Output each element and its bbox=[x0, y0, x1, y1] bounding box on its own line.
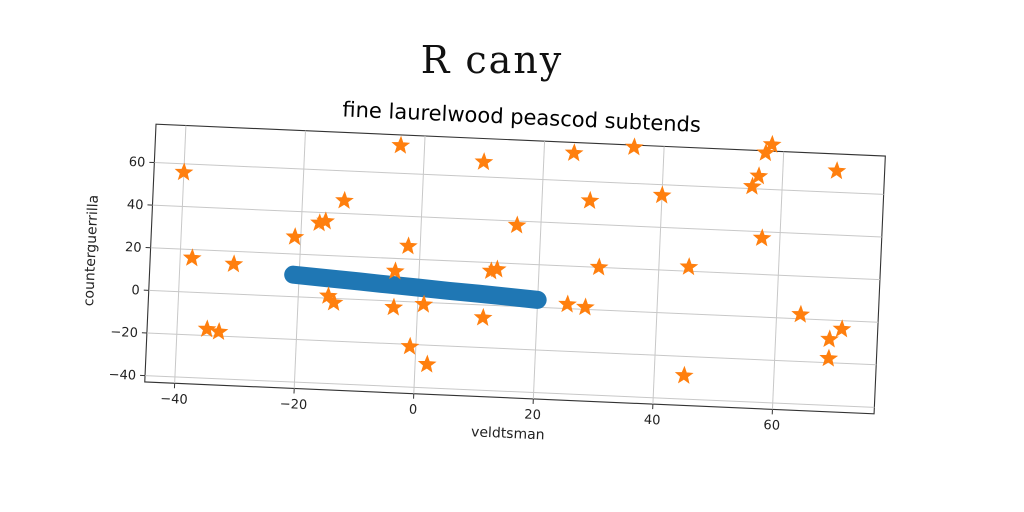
page-title: R cany bbox=[420, 38, 564, 82]
star-point bbox=[762, 134, 782, 153]
x-gridline bbox=[771, 151, 785, 410]
y-axis-label: counterguerrilla bbox=[81, 194, 102, 306]
star-point bbox=[576, 297, 595, 316]
star-point bbox=[197, 319, 217, 338]
star-point bbox=[674, 365, 694, 384]
star-point bbox=[391, 135, 411, 154]
star-point bbox=[791, 304, 811, 323]
y-gridline bbox=[154, 162, 884, 195]
y-tick-label: −40 bbox=[108, 367, 136, 383]
x-ticks: −40 −20 0 20 40 60 bbox=[160, 383, 780, 434]
y-ticks: −40 −20 0 20 40 60 bbox=[108, 155, 155, 384]
star-point bbox=[474, 152, 494, 171]
star-point bbox=[558, 294, 577, 313]
star-point bbox=[624, 137, 644, 156]
chart-title: fine laurelwood peascod subtends bbox=[342, 97, 701, 137]
star-point bbox=[749, 166, 769, 185]
x-tick-label: −20 bbox=[279, 397, 307, 413]
star-point bbox=[832, 319, 852, 338]
star-point bbox=[417, 354, 437, 373]
x-gridline bbox=[293, 130, 306, 389]
star-point bbox=[285, 227, 305, 246]
star-point bbox=[224, 254, 244, 273]
star-point bbox=[652, 185, 672, 204]
star-point bbox=[385, 261, 405, 280]
x-tick-label: 40 bbox=[644, 413, 661, 429]
star-point bbox=[487, 259, 507, 278]
x-gridline bbox=[413, 135, 426, 394]
star-point bbox=[507, 215, 527, 234]
star-point bbox=[324, 292, 344, 311]
x-gridline bbox=[532, 141, 546, 399]
star-point bbox=[752, 228, 772, 247]
star-point bbox=[564, 143, 584, 162]
star-point bbox=[756, 143, 776, 162]
star-point bbox=[819, 348, 839, 367]
x-tick-label: 20 bbox=[524, 408, 541, 424]
star-point bbox=[414, 294, 434, 313]
x-axis-label: veldtsman bbox=[471, 424, 545, 443]
star-point bbox=[335, 190, 354, 209]
star-point bbox=[679, 257, 699, 276]
star-point bbox=[473, 307, 493, 326]
star-point bbox=[174, 162, 194, 181]
star-point bbox=[316, 211, 335, 230]
y-tick-label: 0 bbox=[131, 283, 140, 298]
star-point bbox=[742, 176, 762, 195]
x-tick-label: 60 bbox=[763, 418, 780, 434]
series-line bbox=[284, 265, 547, 309]
y-gridline bbox=[145, 375, 875, 408]
star-point bbox=[399, 236, 418, 255]
star-point bbox=[209, 321, 229, 341]
star-point bbox=[384, 297, 404, 316]
star-point bbox=[580, 190, 600, 209]
x-tick-label: 0 bbox=[409, 403, 418, 418]
y-tick-label: −20 bbox=[110, 325, 138, 341]
x-tick-label: −40 bbox=[160, 392, 188, 408]
star-point bbox=[589, 257, 609, 276]
star-point bbox=[182, 248, 202, 267]
y-tick-label: 20 bbox=[125, 240, 142, 256]
y-tick-label: 60 bbox=[128, 155, 145, 171]
y-tick-label: 40 bbox=[127, 198, 144, 214]
y-gridline bbox=[150, 247, 880, 281]
y-gridline bbox=[146, 332, 877, 366]
star-point bbox=[827, 161, 847, 180]
star-point bbox=[400, 336, 420, 355]
series bbox=[174, 134, 852, 384]
